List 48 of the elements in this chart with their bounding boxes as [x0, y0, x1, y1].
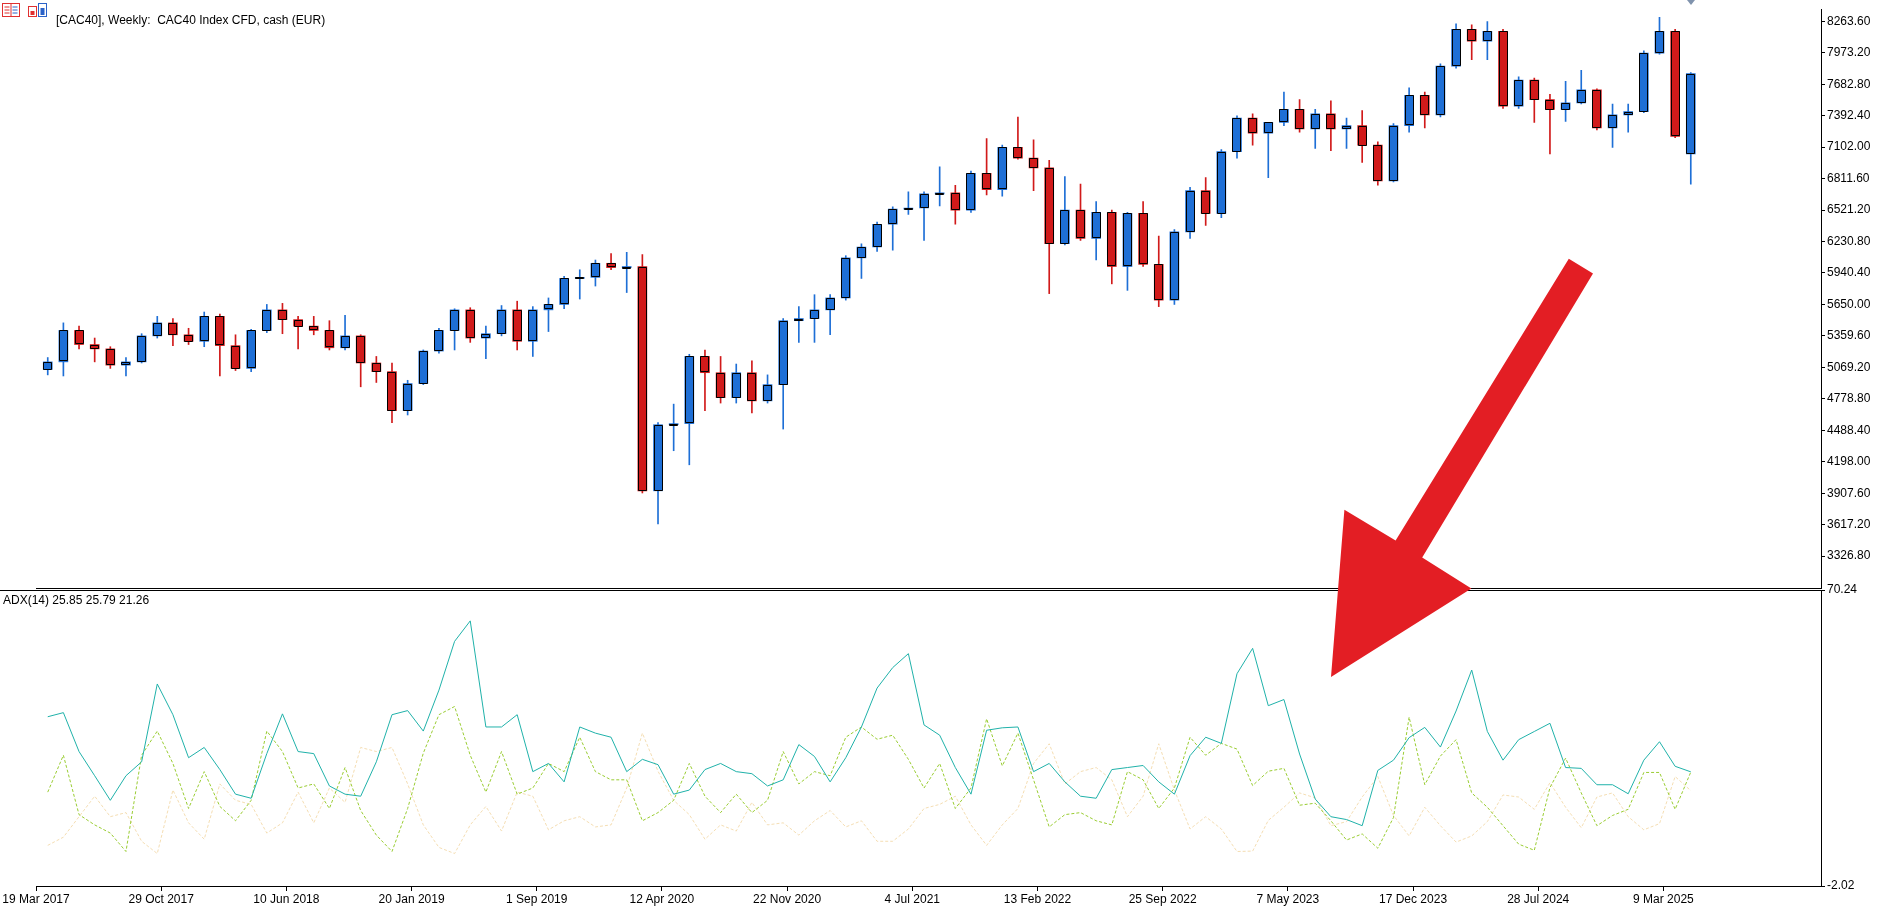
y-tick-label: 5650.00 [1827, 296, 1871, 311]
y-tick-label: 3326.80 [1827, 548, 1871, 563]
y-tick-label: 7392.40 [1827, 107, 1871, 122]
candlestick [574, 269, 585, 300]
line-series [47, 706, 1692, 853]
y-tick-label: 4778.80 [1827, 391, 1871, 406]
x-tick-label: 1 Sep 2019 [506, 891, 568, 906]
chart-title: [CAC40], Weekly: CAC40 Index CFD, cash (EUR) [56, 12, 326, 27]
candlestick [794, 306, 804, 343]
y-tick-label: 4488.40 [1827, 422, 1871, 437]
y-tick-label: 3617.20 [1827, 517, 1871, 532]
y-tick-label: 5069.20 [1827, 359, 1871, 374]
y-tick-label: -2.02 [1827, 878, 1855, 893]
line-series [47, 732, 1692, 855]
y-tick-label: 70.24 [1827, 582, 1858, 597]
candlestick [1545, 93, 1555, 155]
y-tick-label: 7102.00 [1827, 139, 1871, 154]
candlestick [121, 357, 131, 377]
x-tick-label: 12 Apr 2020 [629, 891, 695, 906]
x-tick-label: 10 Jun 2018 [253, 891, 320, 906]
candlestick [934, 166, 945, 207]
y-tick-label: 6521.20 [1827, 202, 1871, 217]
y-tick-label: 7682.80 [1827, 76, 1871, 91]
x-tick-label: 25 Sep 2022 [1128, 891, 1198, 906]
candlestick [1623, 103, 1634, 133]
y-tick-label: 5359.60 [1827, 328, 1871, 343]
x-tick-label: 17 Dec 2023 [1379, 891, 1448, 906]
x-tick-label: 4 Jul 2021 [884, 891, 941, 906]
x-tick-label: 28 Jul 2024 [1507, 891, 1570, 906]
y-tick-label: 6811.60 [1827, 170, 1870, 185]
y-tick-label: 7973.20 [1827, 45, 1871, 60]
y-tick-label: 4198.00 [1827, 454, 1871, 469]
x-tick-label: 13 Feb 2022 [1003, 891, 1072, 906]
x-tick-label: 22 Nov 2020 [753, 891, 822, 906]
y-tick-label: 3907.60 [1827, 485, 1871, 500]
x-tick-label: 20 Jan 2019 [378, 891, 445, 906]
y-tick-label: 8263.60 [1827, 13, 1871, 28]
candlestick [293, 316, 303, 350]
x-tick-label: 19 Mar 2017 [2, 891, 71, 906]
x-tick-label: 9 Mar 2025 [1633, 891, 1695, 906]
chart-title: ADX(14) 25.85 25.79 21.26 [3, 593, 150, 608]
candlestick [1263, 122, 1274, 179]
x-tick-label: 29 Oct 2017 [128, 891, 195, 906]
candlestick [481, 325, 491, 359]
x-tick-label: 7 May 2023 [1256, 891, 1320, 906]
y-tick-label: 5940.40 [1827, 265, 1871, 280]
candlestick [89, 337, 100, 363]
y-tick-label: 6230.80 [1827, 233, 1871, 248]
